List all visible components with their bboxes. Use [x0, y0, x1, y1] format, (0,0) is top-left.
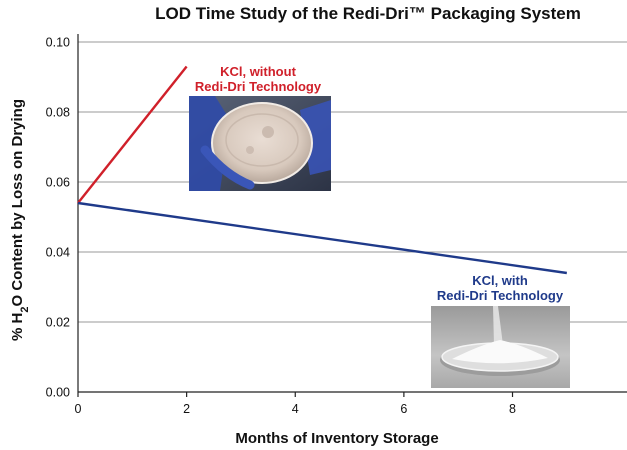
x-axis-label: Months of Inventory Storage [235, 430, 438, 447]
x-tick-label-2: 4 [292, 402, 299, 416]
annotation-with-line1: KCl, with [472, 273, 528, 288]
y-tick-label-5: 0.10 [46, 36, 70, 50]
x-tick-label-1: 2 [183, 402, 190, 416]
annotation-with-line2: Redi-Dri Technology [437, 288, 564, 303]
grid [78, 41, 627, 323]
x-tick-label-3: 6 [400, 402, 407, 416]
x-tick-label-4: 8 [509, 402, 516, 416]
y-axis-label: % H2O Content by Loss on Drying [9, 99, 31, 341]
annotation-without-line1: KCl, without [220, 64, 296, 79]
y-axis-label-subscript: 2 [19, 307, 31, 313]
y-axis-label-pre: % H [9, 313, 26, 341]
chart-title: LOD Time Study of the Redi-Dri™ Packagin… [155, 4, 581, 23]
y-tick-label-2: 0.04 [46, 246, 70, 260]
y-axis-label-post: O Content by Loss on Drying [9, 99, 26, 307]
y-tick-label-0: 0.00 [46, 386, 70, 400]
x-tick-label-0: 0 [75, 402, 82, 416]
y-tick-label-1: 0.02 [46, 316, 70, 330]
y-tick-label-3: 0.06 [46, 176, 70, 190]
powder-petri-dish-image [431, 306, 570, 388]
series-line-1 [77, 201, 567, 275]
y-tick-label-4: 0.08 [46, 106, 70, 120]
series-line-0 [77, 65, 188, 204]
annotation-without-line2: Redi-Dri Technology [195, 79, 322, 94]
gloved-hand-petri-dish-image [189, 96, 331, 191]
